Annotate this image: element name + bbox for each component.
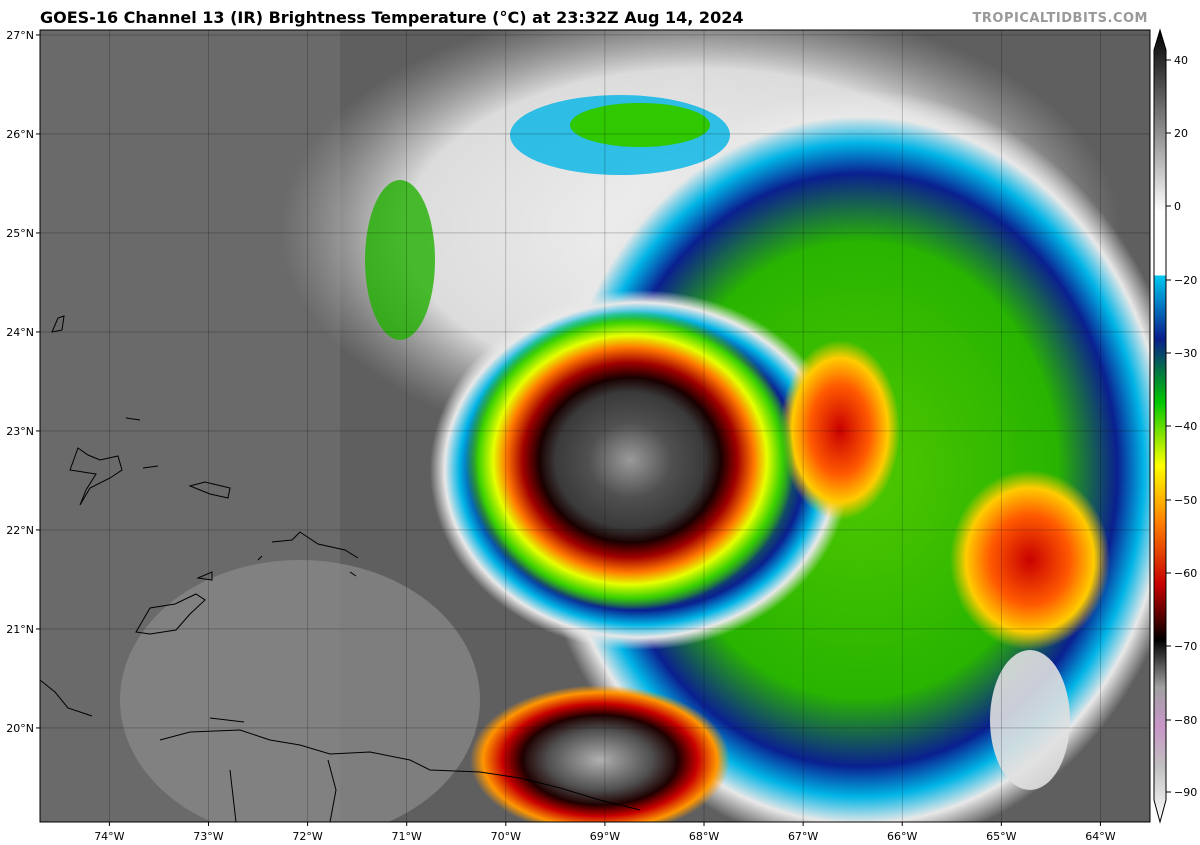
lat-label: 21°N <box>6 623 34 636</box>
lat-label: 24°N <box>6 326 34 339</box>
lat-label: 22°N <box>6 524 34 537</box>
lat-label: 27°N <box>6 29 34 42</box>
lat-label: 25°N <box>6 227 34 240</box>
longitude-labels: 74°W 73°W 72°W 71°W 70°W 69°W 68°W 67°W 66°W 65°W… <box>94 822 1116 843</box>
colorbar-label: −80 <box>1174 714 1197 727</box>
lat-label: 20°N <box>6 722 34 735</box>
coastlines <box>40 315 641 822</box>
satellite-imagery <box>40 30 1150 822</box>
lon-label: 71°W <box>392 830 422 843</box>
colorbar-label: −50 <box>1174 494 1197 507</box>
colorbar: 40 20 0 −20 −30 −40 −50 −60 −70 −80 −90 <box>1153 28 1197 824</box>
colorbar-label: 40 <box>1174 54 1188 67</box>
colorbar-ticks: 40 20 0 −20 −30 −40 −50 −60 −70 −80 −90 <box>1166 54 1197 799</box>
lon-label: 64°W <box>1085 830 1115 843</box>
lon-label: 72°W <box>292 830 322 843</box>
colorbar-label: −60 <box>1174 567 1197 580</box>
credit-text: TROPICALTIDBITS.COM <box>972 11 1148 26</box>
colorbar-label: −30 <box>1174 347 1197 360</box>
colorbar-label: −90 <box>1174 786 1197 799</box>
lat-label: 23°N <box>6 425 34 438</box>
lon-label: 67°W <box>788 830 818 843</box>
plot-frame <box>39 29 1151 823</box>
lat-label: 26°N <box>6 128 34 141</box>
lon-label: 65°W <box>986 830 1016 843</box>
colorbar-label: −20 <box>1174 274 1197 287</box>
gridlines <box>40 30 1150 822</box>
lon-label: 74°W <box>94 830 124 843</box>
colorbar-label: −40 <box>1174 420 1197 433</box>
colorbar-label: −70 <box>1174 640 1197 653</box>
colorbar-label: 0 <box>1174 200 1181 213</box>
lon-label: 70°W <box>491 830 521 843</box>
map-title: GOES-16 Channel 13 (IR) Brightness Tempe… <box>40 8 744 27</box>
lon-label: 69°W <box>590 830 620 843</box>
lon-label: 66°W <box>887 830 917 843</box>
colorbar-label: 20 <box>1174 127 1188 140</box>
lon-label: 68°W <box>689 830 719 843</box>
latitude-labels: 27°N 26°N 25°N 24°N 23°N 22°N 21°N 20°N <box>6 29 40 735</box>
lon-label: 73°W <box>193 830 223 843</box>
